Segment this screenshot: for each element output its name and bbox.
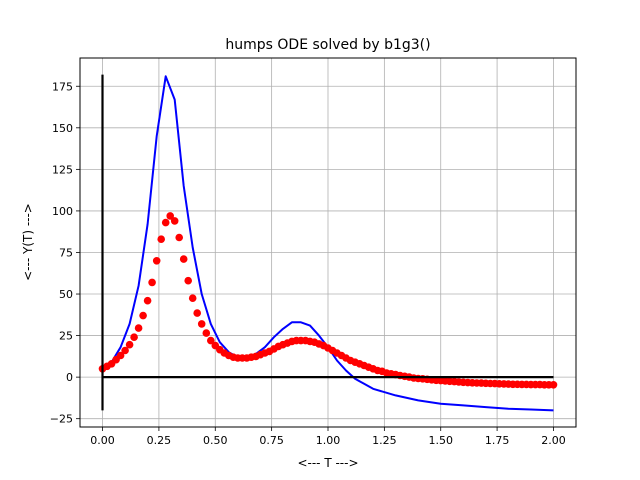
x-axis-label: <--- T ---> — [297, 456, 358, 470]
data-point — [139, 311, 147, 320]
blue-solution-line — [101, 75, 554, 412]
series-layer — [98, 74, 558, 412]
data-point — [157, 235, 165, 243]
x-tick-label: 0.75 — [259, 434, 284, 447]
x-tick-label: 2.00 — [541, 434, 566, 447]
data-point — [170, 217, 179, 225]
data-point — [121, 346, 129, 355]
series-line — [101, 75, 554, 412]
y-tick-label: 25 — [59, 330, 73, 343]
data-point — [161, 218, 170, 227]
data-point — [152, 257, 161, 265]
data-point — [202, 329, 211, 337]
data-point — [193, 309, 201, 317]
y-tick-label: 75 — [59, 246, 73, 259]
y-tick-label: 0 — [66, 371, 73, 384]
y-tick-label: 100 — [52, 205, 73, 218]
data-point — [148, 278, 156, 287]
y-tick-label: 150 — [52, 122, 73, 135]
data-point — [125, 340, 134, 349]
data-point — [207, 336, 215, 345]
data-point — [143, 296, 152, 305]
x-tick-label: 0.50 — [203, 434, 228, 447]
y-tick-label: 125 — [52, 163, 73, 176]
x-tick-label: 0.25 — [147, 434, 172, 447]
x-tick-label: 1.50 — [428, 434, 453, 447]
y-tick-label: −25 — [50, 413, 73, 426]
data-point — [549, 381, 558, 389]
x-tick-label: 1.25 — [372, 434, 397, 447]
data-point — [179, 255, 188, 263]
x-tick-label: 0.00 — [90, 434, 115, 447]
data-point — [166, 212, 174, 220]
data-point — [116, 351, 125, 360]
data-point — [134, 324, 143, 332]
x-tick-label: 1.75 — [485, 434, 510, 447]
data-point — [188, 294, 197, 303]
y-tick-label: 175 — [52, 80, 73, 93]
y-axis-label: <--- Y(T) ---> — [21, 203, 35, 281]
data-point — [130, 333, 138, 342]
ticks: 0.00 0.25 0.50 0.75 1.00 1.25 1.50 1.75 2.00 −25 0… — [50, 80, 566, 447]
data-point — [184, 276, 192, 285]
chart-title: humps ODE solved by b1g3() — [225, 37, 430, 53]
y-tick-label: 50 — [59, 288, 73, 301]
data-point — [175, 233, 183, 242]
x-tick-label: 1.00 — [316, 434, 341, 447]
data-point — [197, 320, 206, 328]
